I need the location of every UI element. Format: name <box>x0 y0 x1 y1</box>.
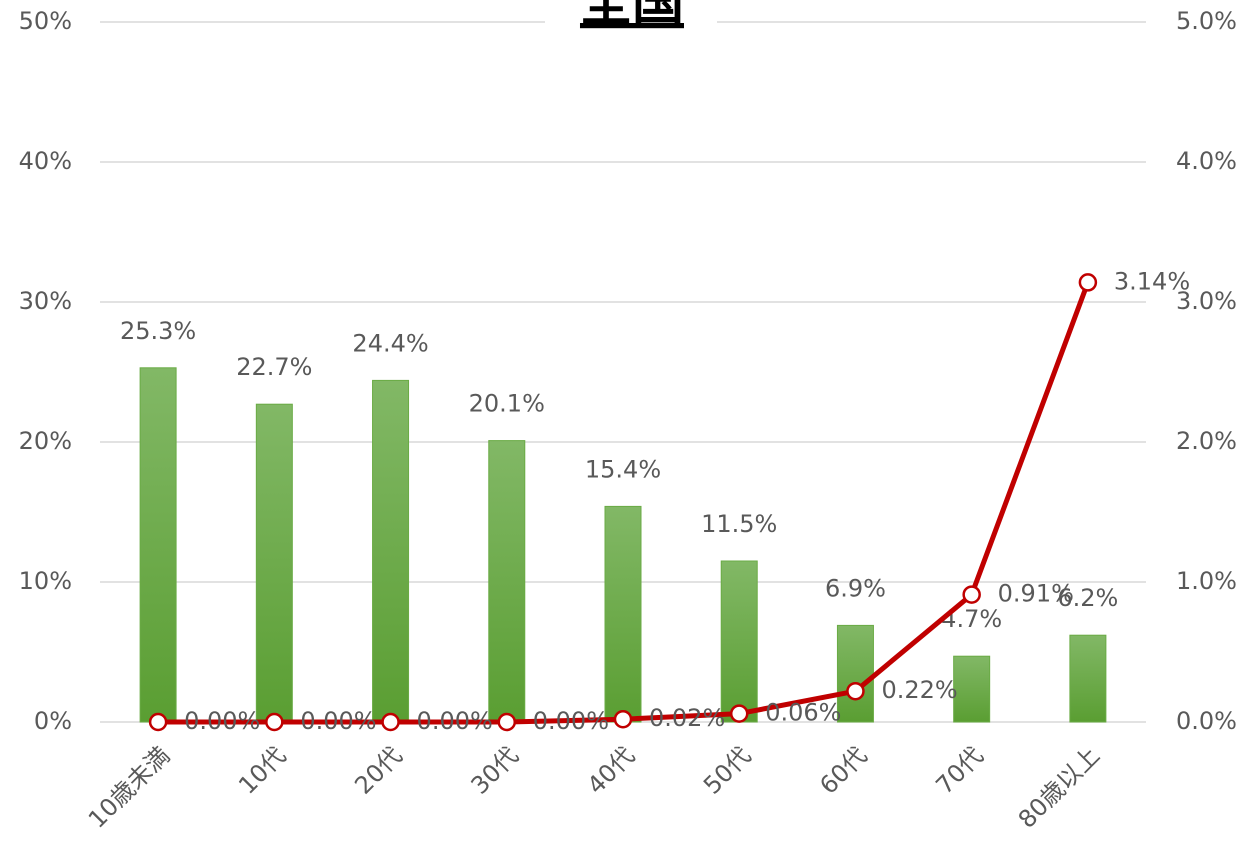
line-label: 0.00% <box>184 707 260 735</box>
line-label: 0.22% <box>881 676 957 704</box>
x-tick-label: 40代 <box>582 741 640 799</box>
bar <box>139 367 177 723</box>
bar-label: 6.9% <box>825 574 886 602</box>
line-marker <box>962 585 981 604</box>
y-tick-label: 10% <box>19 567 72 595</box>
x-tick-label: 20代 <box>349 741 407 799</box>
line-marker <box>729 704 749 723</box>
bar <box>372 379 410 723</box>
line-marker <box>381 712 400 732</box>
line-label: 0.00% <box>533 707 609 735</box>
bar <box>836 624 874 723</box>
bar-label: 11.5% <box>701 510 777 538</box>
y2-tick-label: 4.0% <box>1176 147 1237 175</box>
bar <box>255 403 293 723</box>
bar-label: 15.4% <box>585 455 661 483</box>
x-tick-label: 50代 <box>698 741 756 799</box>
line-label: 3.14% <box>1114 267 1190 295</box>
line-marker <box>613 709 633 729</box>
line-label: 0.00% <box>417 707 493 735</box>
bar <box>1069 634 1107 723</box>
x-tick-label: 80歳以上 <box>1013 741 1105 833</box>
y2-tick-label: 1.0% <box>1176 567 1237 595</box>
bar-label: 6.2% <box>1057 584 1118 612</box>
title-background <box>545 0 717 44</box>
bar <box>604 505 642 723</box>
x-tick-label: 70代 <box>930 741 988 799</box>
line-label: 0.00% <box>300 707 376 735</box>
bar <box>488 440 526 723</box>
bar <box>720 560 758 723</box>
line-label: 0.06% <box>765 699 841 727</box>
y2-tick-label: 3.0% <box>1176 287 1237 315</box>
y-tick-label: 40% <box>19 147 72 175</box>
line-label: 0.91% <box>998 580 1074 608</box>
bar-label: 22.7% <box>236 353 312 381</box>
y-tick-label: 50% <box>19 7 72 35</box>
x-tick-label: 30代 <box>466 741 524 799</box>
x-tick-label: 10歳未満 <box>83 741 175 833</box>
line-marker <box>846 681 865 701</box>
bar-label: 24.4% <box>352 329 428 357</box>
bar-label: 25.3% <box>120 317 196 345</box>
y-tick-label: 30% <box>19 287 72 315</box>
line-label: 0.02% <box>649 704 725 732</box>
y2-tick-label: 0.0% <box>1176 707 1237 735</box>
y2-tick-label: 2.0% <box>1176 427 1237 455</box>
x-tick-label: 10代 <box>233 741 291 799</box>
line-marker <box>148 712 168 732</box>
chart-title: 全国 <box>579 0 684 33</box>
bar <box>953 655 991 723</box>
y-tick-label: 0% <box>34 707 72 735</box>
bar-label: 20.1% <box>469 390 545 418</box>
line-marker <box>497 712 517 732</box>
line-marker <box>265 712 284 732</box>
line-marker <box>1078 273 1098 292</box>
y-tick-label: 20% <box>19 427 72 455</box>
x-tick-label: 60代 <box>814 741 872 799</box>
y2-tick-label: 5.0% <box>1176 7 1237 35</box>
